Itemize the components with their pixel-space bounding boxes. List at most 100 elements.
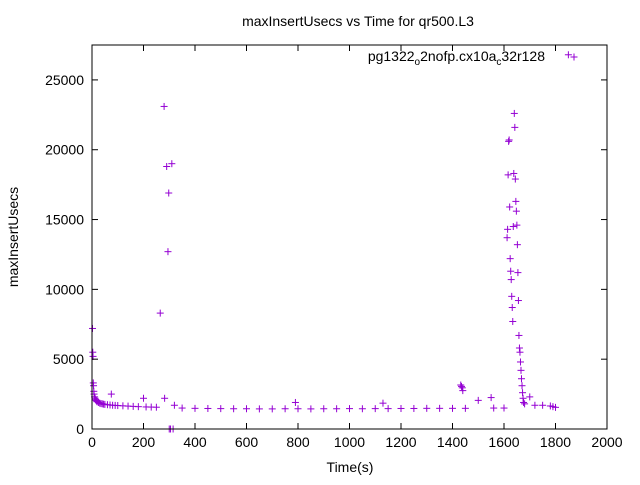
data-point: [508, 304, 516, 312]
chart-title: maxInsertUsecs vs Time for qr500.L3: [242, 13, 474, 29]
y-tick-label: 15000: [45, 212, 84, 228]
data-point: [333, 405, 341, 413]
data-point: [178, 404, 186, 412]
data-point: [552, 403, 559, 411]
data-point: [520, 398, 528, 406]
data-point: [165, 189, 173, 197]
data-point: [500, 404, 508, 412]
data-point: [458, 382, 466, 390]
data-point: [505, 137, 513, 145]
data-point: [459, 387, 467, 395]
x-tick-label: 1800: [540, 434, 571, 450]
plot-area: [89, 51, 572, 433]
data-point: [511, 123, 519, 131]
data-point: [168, 160, 176, 168]
data-point: [243, 405, 250, 413]
data-point: [516, 348, 524, 356]
data-point: [506, 203, 514, 211]
y-tick-label: 20000: [45, 142, 84, 158]
data-point: [384, 405, 392, 413]
data-point: [526, 393, 534, 401]
x-tick-label: 1400: [437, 434, 468, 450]
data-point: [518, 375, 526, 383]
data-point: [510, 109, 518, 117]
data-point: [513, 241, 521, 249]
data-point: [490, 404, 498, 412]
data-point: [449, 404, 456, 412]
data-point: [510, 169, 518, 177]
data-point: [163, 162, 171, 170]
y-tick-label: 10000: [45, 281, 84, 297]
legend-subscript: o: [415, 57, 421, 68]
data-point: [164, 248, 172, 256]
data-point: [564, 51, 572, 59]
data-point: [358, 405, 366, 413]
data-point: [397, 404, 405, 412]
data-point: [217, 405, 225, 413]
data-point: [423, 404, 431, 412]
data-point: [436, 404, 444, 412]
x-tick-label: 800: [286, 434, 310, 450]
x-tick-label: 1200: [385, 434, 416, 450]
data-point: [519, 389, 527, 397]
data-point: [255, 405, 263, 413]
legend-text-part: pg1322: [368, 48, 415, 64]
data-point: [474, 396, 482, 404]
data-point: [307, 405, 315, 413]
data-point: [230, 405, 238, 413]
data-point: [531, 401, 539, 409]
data-point: [134, 403, 142, 411]
axis-ticks: 0 200 400 600 800 1000 1200 1400 1600 1800 2000050…: [45, 45, 623, 450]
data-point: [156, 309, 164, 317]
data-point: [461, 404, 469, 412]
data-point: [410, 404, 418, 412]
legend-label: pg1322o2nofp.cx10ac32r128: [368, 48, 545, 68]
x-tick-label: 400: [183, 434, 207, 450]
data-point: [515, 331, 523, 339]
data-point: [140, 394, 147, 402]
x-tick-label: 1000: [334, 434, 365, 450]
data-point: [514, 269, 522, 277]
data-point: [508, 292, 516, 300]
data-point: [107, 390, 115, 398]
x-tick-label: 0: [88, 434, 96, 450]
data-point: [516, 358, 524, 366]
data-point: [505, 136, 513, 144]
x-tick-label: 1600: [488, 434, 519, 450]
legend: pg1322o2nofp.cx10ac32r128: [368, 48, 578, 68]
data-point: [160, 102, 168, 110]
data-point: [507, 276, 515, 284]
data-point: [320, 405, 328, 413]
data-point: [515, 344, 523, 352]
x-axis-title: Time(s): [327, 459, 374, 475]
data-point: [514, 297, 522, 305]
data-point: [291, 398, 299, 406]
legend-text-part: 2nofp.cx10a: [420, 48, 496, 64]
data-point: [504, 225, 512, 233]
data-point: [191, 404, 199, 412]
data-point: [503, 234, 511, 242]
data-point: [507, 267, 515, 275]
data-point: [268, 405, 276, 413]
y-tick-label: 5000: [53, 351, 84, 367]
data-point: [518, 382, 526, 390]
data-point: [281, 405, 289, 413]
plot-frame: [91, 44, 608, 430]
legend-text-part: 32r128: [501, 48, 545, 64]
data-point: [509, 223, 517, 231]
y-tick-label: 0: [76, 421, 84, 437]
data-point: [152, 403, 160, 411]
legend-marker: [570, 53, 578, 61]
data-point: [487, 394, 495, 402]
data-point: [509, 317, 517, 325]
data-point: [511, 175, 519, 183]
data-point: [512, 207, 520, 215]
x-tick-label: 200: [132, 434, 156, 450]
y-axis-title: maxInsertUsecs: [5, 187, 21, 287]
data-point: [513, 221, 521, 229]
data-point: [519, 394, 527, 402]
x-tick-label: 2000: [591, 434, 622, 450]
data-point: [371, 405, 379, 413]
